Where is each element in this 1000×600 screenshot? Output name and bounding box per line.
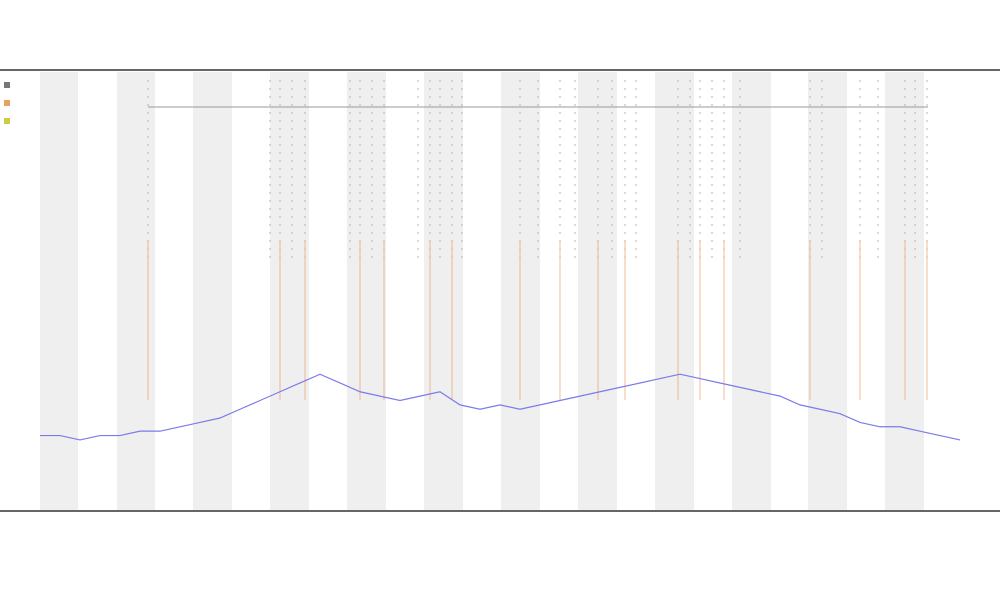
band bbox=[578, 72, 617, 510]
band bbox=[655, 72, 694, 510]
event-lines bbox=[147, 80, 928, 400]
band bbox=[501, 72, 540, 510]
band bbox=[40, 72, 78, 510]
band bbox=[193, 72, 232, 510]
band bbox=[270, 72, 309, 510]
band bbox=[885, 72, 924, 510]
legend-swatch bbox=[4, 82, 10, 88]
band bbox=[117, 72, 155, 510]
legend bbox=[4, 82, 10, 124]
legend-swatch bbox=[4, 118, 10, 124]
band bbox=[347, 72, 386, 510]
series-line bbox=[40, 373, 961, 441]
band bbox=[732, 72, 771, 510]
band bbox=[424, 72, 463, 510]
band-group bbox=[40, 72, 924, 510]
band bbox=[808, 72, 847, 510]
legend-swatch bbox=[4, 100, 10, 106]
